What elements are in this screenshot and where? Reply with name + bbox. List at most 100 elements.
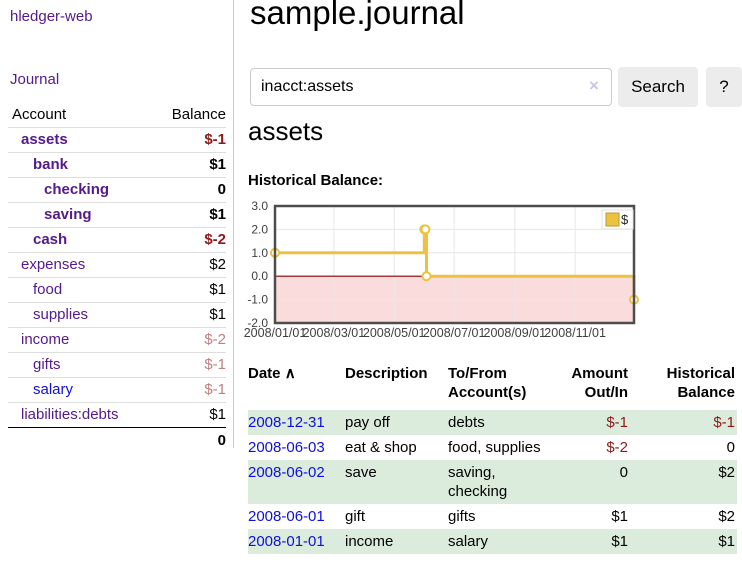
sort-ascending-icon: ∧ <box>284 365 296 382</box>
column-header-date[interactable]: Date ∧ <box>248 362 345 410</box>
text-cell: eat & shop <box>345 439 417 456</box>
sidebar-account-supplies[interactable]: supplies <box>33 306 89 323</box>
account-balance: $2 <box>209 256 226 273</box>
sidebar-account-income[interactable]: income <box>21 331 70 348</box>
clear-search-icon[interactable]: × <box>589 76 599 95</box>
svg-text:-1.0: -1.0 <box>247 293 268 307</box>
account-balance: $-2 <box>204 331 226 348</box>
amount-cell: $-1 <box>713 414 735 431</box>
text-cell: gifts <box>448 508 476 525</box>
register-body: 2008-12-31 pay off debts $-1 $-1 2008-06-03 ea… <box>248 410 737 554</box>
svg-text:2008/11/01: 2008/11/01 <box>544 326 606 340</box>
account-row: bank $1 <box>8 152 226 177</box>
text-cell: income <box>345 533 394 550</box>
register-row: 2008-01-01 income salary $1 $1 <box>248 529 737 554</box>
transaction-date-link[interactable]: 2008-06-02 <box>248 464 325 481</box>
balance-column-header: Balance <box>171 106 226 123</box>
svg-text:$: $ <box>621 212 629 227</box>
account-row: food $1 <box>8 277 226 302</box>
sidebar-account-saving[interactable]: saving <box>44 206 92 223</box>
register-header-row: Date ∧ Description To/From Account(s) Am… <box>248 362 737 410</box>
sidebar-account-expenses[interactable]: expenses <box>21 256 86 273</box>
page-title: sample.journal <box>250 0 465 31</box>
sidebar-account-salary[interactable]: salary <box>33 381 74 398</box>
account-balance: 0 <box>217 181 226 198</box>
account-list: assets $-1 bank $1 checking 0 saving $1 cash $-2 e… <box>8 127 226 427</box>
account-row: checking 0 <box>8 177 226 202</box>
sidebar-account-assets[interactable]: assets <box>21 131 68 148</box>
amount-cell: $1 <box>718 533 735 550</box>
sidebar-account-cash[interactable]: cash <box>33 231 68 248</box>
register-row: 2008-06-02 save saving, checking 0 $2 <box>248 460 737 504</box>
amount-cell: $2 <box>718 508 735 525</box>
amount-cell: $1 <box>611 508 628 525</box>
sidebar-total-balance: 0 <box>8 427 226 453</box>
search-button[interactable]: Search <box>618 67 698 107</box>
transaction-date-link[interactable]: 2008-06-01 <box>248 508 325 525</box>
account-row: supplies $1 <box>8 302 226 327</box>
svg-text:3.0: 3.0 <box>251 199 268 213</box>
svg-text:2.0: 2.0 <box>251 222 268 236</box>
account-balance-table: Account Balance assets $-1 bank $1 checking 0… <box>8 104 226 453</box>
account-balance: $-1 <box>204 356 226 373</box>
column-header-balance: Historical Balance <box>666 365 735 401</box>
column-header-amount: Amount Out/In <box>571 365 628 401</box>
text-cell: save <box>345 464 377 481</box>
account-column-header: Account <box>12 106 67 123</box>
sidebar-account-checking[interactable]: checking <box>44 181 110 198</box>
svg-text:2008/09/01: 2008/09/01 <box>484 326 547 340</box>
chart-title: Historical Balance: <box>248 172 384 189</box>
amount-cell: $1 <box>611 533 628 550</box>
svg-text:2008/03/01: 2008/03/01 <box>303 326 366 340</box>
register-row: 2008-06-01 gift gifts $1 $2 <box>248 504 737 529</box>
account-balance: $-1 <box>204 381 226 398</box>
search-input[interactable] <box>250 68 612 106</box>
sidebar-account-bank[interactable]: bank <box>33 156 69 173</box>
text-cell: pay off <box>345 414 390 431</box>
account-heading: assets <box>248 116 324 146</box>
register-row: 2008-06-03 eat & shop food, supplies $-2 0 <box>248 435 737 460</box>
amount-cell: $2 <box>718 464 735 481</box>
transaction-date-link[interactable]: 2008-06-03 <box>248 439 325 456</box>
account-row: assets $-1 <box>8 127 226 152</box>
date-header-label: Date <box>248 365 281 382</box>
account-balance: $-2 <box>204 231 226 248</box>
account-row: expenses $2 <box>8 252 226 277</box>
amount-cell: $-1 <box>606 414 628 431</box>
svg-text:2008/01/01: 2008/01/01 <box>244 326 307 340</box>
sidebar: hledger-web Journal Account Balance asse… <box>0 0 234 449</box>
register-row: 2008-12-31 pay off debts $-1 $-1 <box>248 410 737 435</box>
account-balance: $1 <box>209 156 226 173</box>
amount-cell: 0 <box>726 439 735 456</box>
sidebar-item-journal[interactable]: Journal <box>10 71 60 88</box>
account-balance: $1 <box>209 281 226 298</box>
sidebar-account-food[interactable]: food <box>33 281 63 298</box>
account-table-header: Account Balance <box>8 104 226 127</box>
text-cell: saving, checking <box>448 464 508 500</box>
sidebar-account-liabilities-debts[interactable]: liabilities:debts <box>21 406 119 423</box>
amount-cell: 0 <box>619 464 628 481</box>
svg-text:2008/05/01: 2008/05/01 <box>363 326 426 340</box>
help-button[interactable]: ? <box>706 67 742 107</box>
column-header-accounts: To/From Account(s) <box>448 365 527 401</box>
text-cell: salary <box>448 533 489 550</box>
account-balance: $1 <box>209 206 226 223</box>
amount-cell: $-2 <box>606 439 628 456</box>
svg-text:1.0: 1.0 <box>251 246 268 260</box>
register-table: Date ∧ Description To/From Account(s) Am… <box>248 362 737 554</box>
account-balance: $1 <box>209 406 226 423</box>
transaction-date-link[interactable]: 2008-12-31 <box>248 414 325 431</box>
sidebar-account-gifts[interactable]: gifts <box>33 356 61 373</box>
account-row: cash $-2 <box>8 227 226 252</box>
svg-text:-2.0: -2.0 <box>247 316 268 330</box>
account-row: saving $1 <box>8 202 226 227</box>
transaction-date-link[interactable]: 2008-01-01 <box>248 533 325 550</box>
svg-text:2008/07/01: 2008/07/01 <box>423 326 486 340</box>
svg-text:0.0: 0.0 <box>251 269 268 283</box>
account-row: income $-2 <box>8 327 226 352</box>
text-cell: gift <box>345 508 366 525</box>
text-cell: debts <box>448 414 485 431</box>
brand-link[interactable]: hledger-web <box>10 8 93 25</box>
account-row: salary $-1 <box>8 377 226 402</box>
account-row: liabilities:debts $1 <box>8 402 226 427</box>
